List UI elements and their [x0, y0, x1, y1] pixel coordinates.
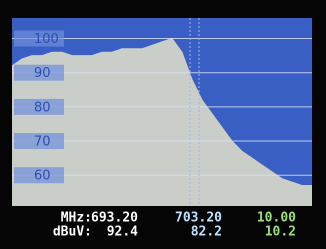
y-tick-label: 80	[34, 100, 51, 115]
y-tick-label: 60	[34, 169, 51, 184]
readout-unit: MHz:	[61, 211, 92, 226]
screen: 60 70 80 90 100 MHz:693.20 703.20 10.00 dBuV: 92…	[0, 0, 326, 249]
readout-value: 92.4	[107, 225, 138, 240]
readout-value: 703.20	[175, 211, 222, 226]
page: {"chart_data": {"type": "area", "series"…	[0, 0, 326, 249]
readout-value: 10.00	[257, 211, 296, 226]
readout-value: 82.2	[191, 225, 222, 240]
y-tick-label: 100	[34, 32, 59, 47]
y-tick-label: 90	[34, 66, 51, 81]
y-tick-label: 70	[34, 135, 51, 150]
readout-value: 693.20	[91, 211, 138, 226]
readout-unit: dBuV:	[53, 225, 92, 240]
readout-value: 10.2	[265, 225, 296, 240]
